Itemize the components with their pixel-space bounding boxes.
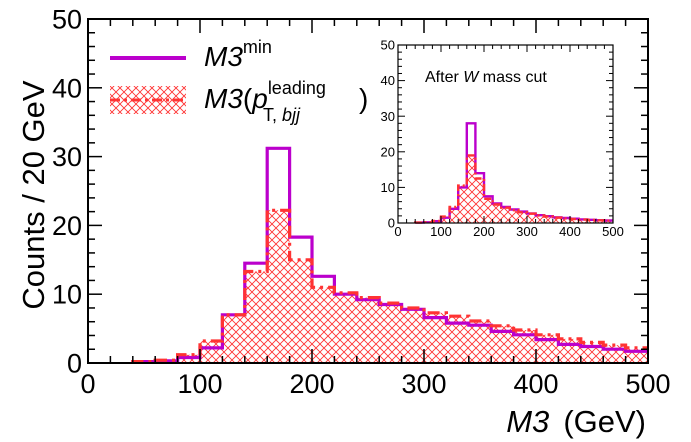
x-axis-label-unit: (GeV)	[563, 404, 646, 439]
inset-plot-frame	[397, 44, 614, 224]
inset-title: After W mass cut	[425, 69, 547, 86]
legend-label-m3pt-var: M3	[204, 83, 243, 114]
main-x-tick-label: 400	[513, 369, 558, 399]
inset-y-tick-label: 50	[381, 38, 395, 53]
main-plot-frame	[87, 18, 649, 364]
main-x-tick-label: 200	[289, 369, 334, 399]
main-y-tick-label: 10	[52, 280, 82, 310]
inset-series-1-fill	[415, 155, 613, 223]
legend-label-m3min: M3min	[204, 37, 272, 72]
main-x-tick-label: 300	[401, 369, 446, 399]
legend-label-m3pt-open: (	[243, 83, 253, 114]
y-axis-label: Counts / 20 GeV	[16, 80, 51, 310]
inset-title-var: W	[463, 69, 480, 86]
inset-x-tick-label: 300	[516, 224, 538, 239]
inset-x-tick-label: 0	[394, 224, 401, 239]
inset-y-tick-label: 20	[381, 144, 395, 159]
main-y-tick-label: 40	[52, 73, 82, 103]
legend-label-m3pt-sub: T,	[263, 105, 282, 125]
inset-x-tick-label: 200	[473, 224, 495, 239]
main-series-1-fill	[132, 210, 649, 363]
inset-background	[398, 45, 613, 223]
inset-y-tick-label: 10	[381, 180, 395, 195]
main-series-0-line	[131, 146, 648, 364]
legend-label-m3pt-close: )	[359, 83, 368, 114]
inset-x-tick-label: 400	[559, 224, 581, 239]
main-y-tick-label: 50	[52, 4, 82, 34]
legend-label-m3pt-sub-italic: bjj	[282, 105, 301, 125]
legend-label-m3min-sup: min	[243, 37, 272, 57]
legend: M3min M3(pleading T, bjj )	[110, 37, 368, 125]
inset-x-tick-label: 100	[430, 224, 452, 239]
legend-label-m3pt: M3(pleading	[204, 78, 326, 114]
legend-label-m3min-var: M3	[204, 41, 243, 72]
main-series-1-line	[131, 208, 648, 364]
main-y-tick-label: 30	[52, 142, 82, 172]
legend-label-m3pt-sup: leading	[268, 78, 326, 98]
x-axis-label: M3 (GeV)	[506, 404, 646, 439]
inset-axis-ticks: 0 100 200 300 400 500 0 10 20 30 40 50	[381, 38, 624, 239]
main-y-tick-label: 20	[52, 211, 82, 241]
legend-label-m3pt-subscript: T, bjj	[263, 105, 301, 125]
inset-y-tick-label: 30	[381, 109, 395, 124]
main-x-tick-label: 500	[625, 369, 670, 399]
x-axis-label-var: M3	[506, 404, 549, 439]
main-y-tick-label: 0	[67, 348, 82, 378]
inset-x-tick-label: 500	[602, 224, 624, 239]
legend-label-m3pt-p: p	[251, 83, 268, 114]
inset-title-post: mass cut	[478, 69, 547, 86]
inset-y-tick-label: 0	[388, 216, 395, 231]
main-x-tick-label: 100	[177, 369, 222, 399]
inset-title-pre: After	[425, 69, 463, 86]
main-histogram	[131, 146, 649, 364]
inset-y-tick-label: 40	[381, 73, 395, 88]
main-x-tick-label: 0	[80, 369, 95, 399]
